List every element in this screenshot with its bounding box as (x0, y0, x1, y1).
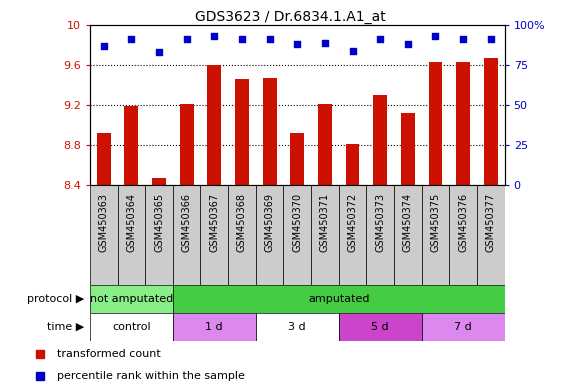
Bar (318, 104, 332, 185)
Bar (456, 62, 470, 185)
Bar (256, 185, 284, 285)
Text: 5 d: 5 d (371, 322, 389, 332)
Bar (477, 185, 505, 285)
Text: transformed count: transformed count (57, 349, 161, 359)
Bar (90, 285, 173, 313)
Bar (180, 104, 194, 185)
Point (292, 41, 302, 47)
Point (431, 33, 440, 39)
Bar (339, 185, 367, 285)
Bar (173, 285, 505, 313)
Bar (235, 79, 249, 185)
Text: GSM450367: GSM450367 (209, 193, 219, 252)
Bar (422, 185, 450, 285)
Text: GSM450374: GSM450374 (403, 193, 413, 252)
Bar (208, 65, 221, 185)
Bar (291, 133, 304, 185)
Point (403, 41, 412, 47)
Bar (401, 113, 415, 185)
Point (376, 36, 385, 43)
Bar (90, 185, 118, 285)
Text: GSM450365: GSM450365 (154, 193, 164, 252)
Text: GSM450377: GSM450377 (486, 193, 496, 252)
Bar (173, 185, 201, 285)
Bar (367, 185, 394, 285)
Text: GSM450368: GSM450368 (237, 193, 247, 252)
Bar (228, 185, 256, 285)
Bar (484, 58, 498, 185)
Text: 7 d: 7 d (454, 322, 472, 332)
Text: amputated: amputated (308, 294, 369, 304)
Bar (125, 106, 138, 185)
Bar (429, 62, 443, 185)
Bar (201, 185, 228, 285)
Point (348, 48, 357, 54)
Bar (339, 313, 422, 341)
Point (210, 33, 219, 39)
Bar (346, 144, 360, 185)
Bar (284, 185, 311, 285)
Text: control: control (112, 322, 151, 332)
Bar (422, 313, 505, 341)
Bar (173, 313, 256, 341)
Bar (256, 313, 339, 341)
Text: percentile rank within the sample: percentile rank within the sample (57, 371, 245, 381)
Bar (118, 185, 145, 285)
Text: GSM450366: GSM450366 (182, 193, 191, 252)
Point (126, 36, 136, 43)
Point (320, 40, 329, 46)
Text: GDS3623 / Dr.6834.1.A1_at: GDS3623 / Dr.6834.1.A1_at (195, 10, 385, 23)
Bar (152, 178, 166, 185)
Bar (374, 95, 387, 185)
Bar (394, 185, 422, 285)
Bar (263, 78, 277, 185)
Bar (145, 185, 173, 285)
Point (265, 36, 274, 43)
Text: GSM450364: GSM450364 (126, 193, 136, 252)
Text: GSM450376: GSM450376 (458, 193, 468, 252)
Point (486, 36, 495, 43)
Point (459, 36, 468, 43)
Bar (450, 185, 477, 285)
Point (237, 36, 246, 43)
Bar (97, 133, 111, 185)
Bar (90, 313, 173, 341)
Point (99, 43, 108, 49)
Text: time ▶: time ▶ (47, 322, 84, 332)
Text: not amputated: not amputated (90, 294, 173, 304)
Text: GSM450372: GSM450372 (347, 193, 357, 252)
Text: GSM450369: GSM450369 (264, 193, 274, 252)
Text: GSM450371: GSM450371 (320, 193, 330, 252)
Point (182, 36, 191, 43)
Text: GSM450373: GSM450373 (375, 193, 385, 252)
Point (154, 49, 164, 55)
Text: GSM450363: GSM450363 (99, 193, 108, 252)
Text: GSM450370: GSM450370 (292, 193, 302, 252)
Text: GSM450375: GSM450375 (430, 193, 440, 252)
Text: 1 d: 1 d (205, 322, 223, 332)
Text: 3 d: 3 d (288, 322, 306, 332)
Text: protocol ▶: protocol ▶ (27, 294, 84, 304)
Bar (311, 185, 339, 285)
